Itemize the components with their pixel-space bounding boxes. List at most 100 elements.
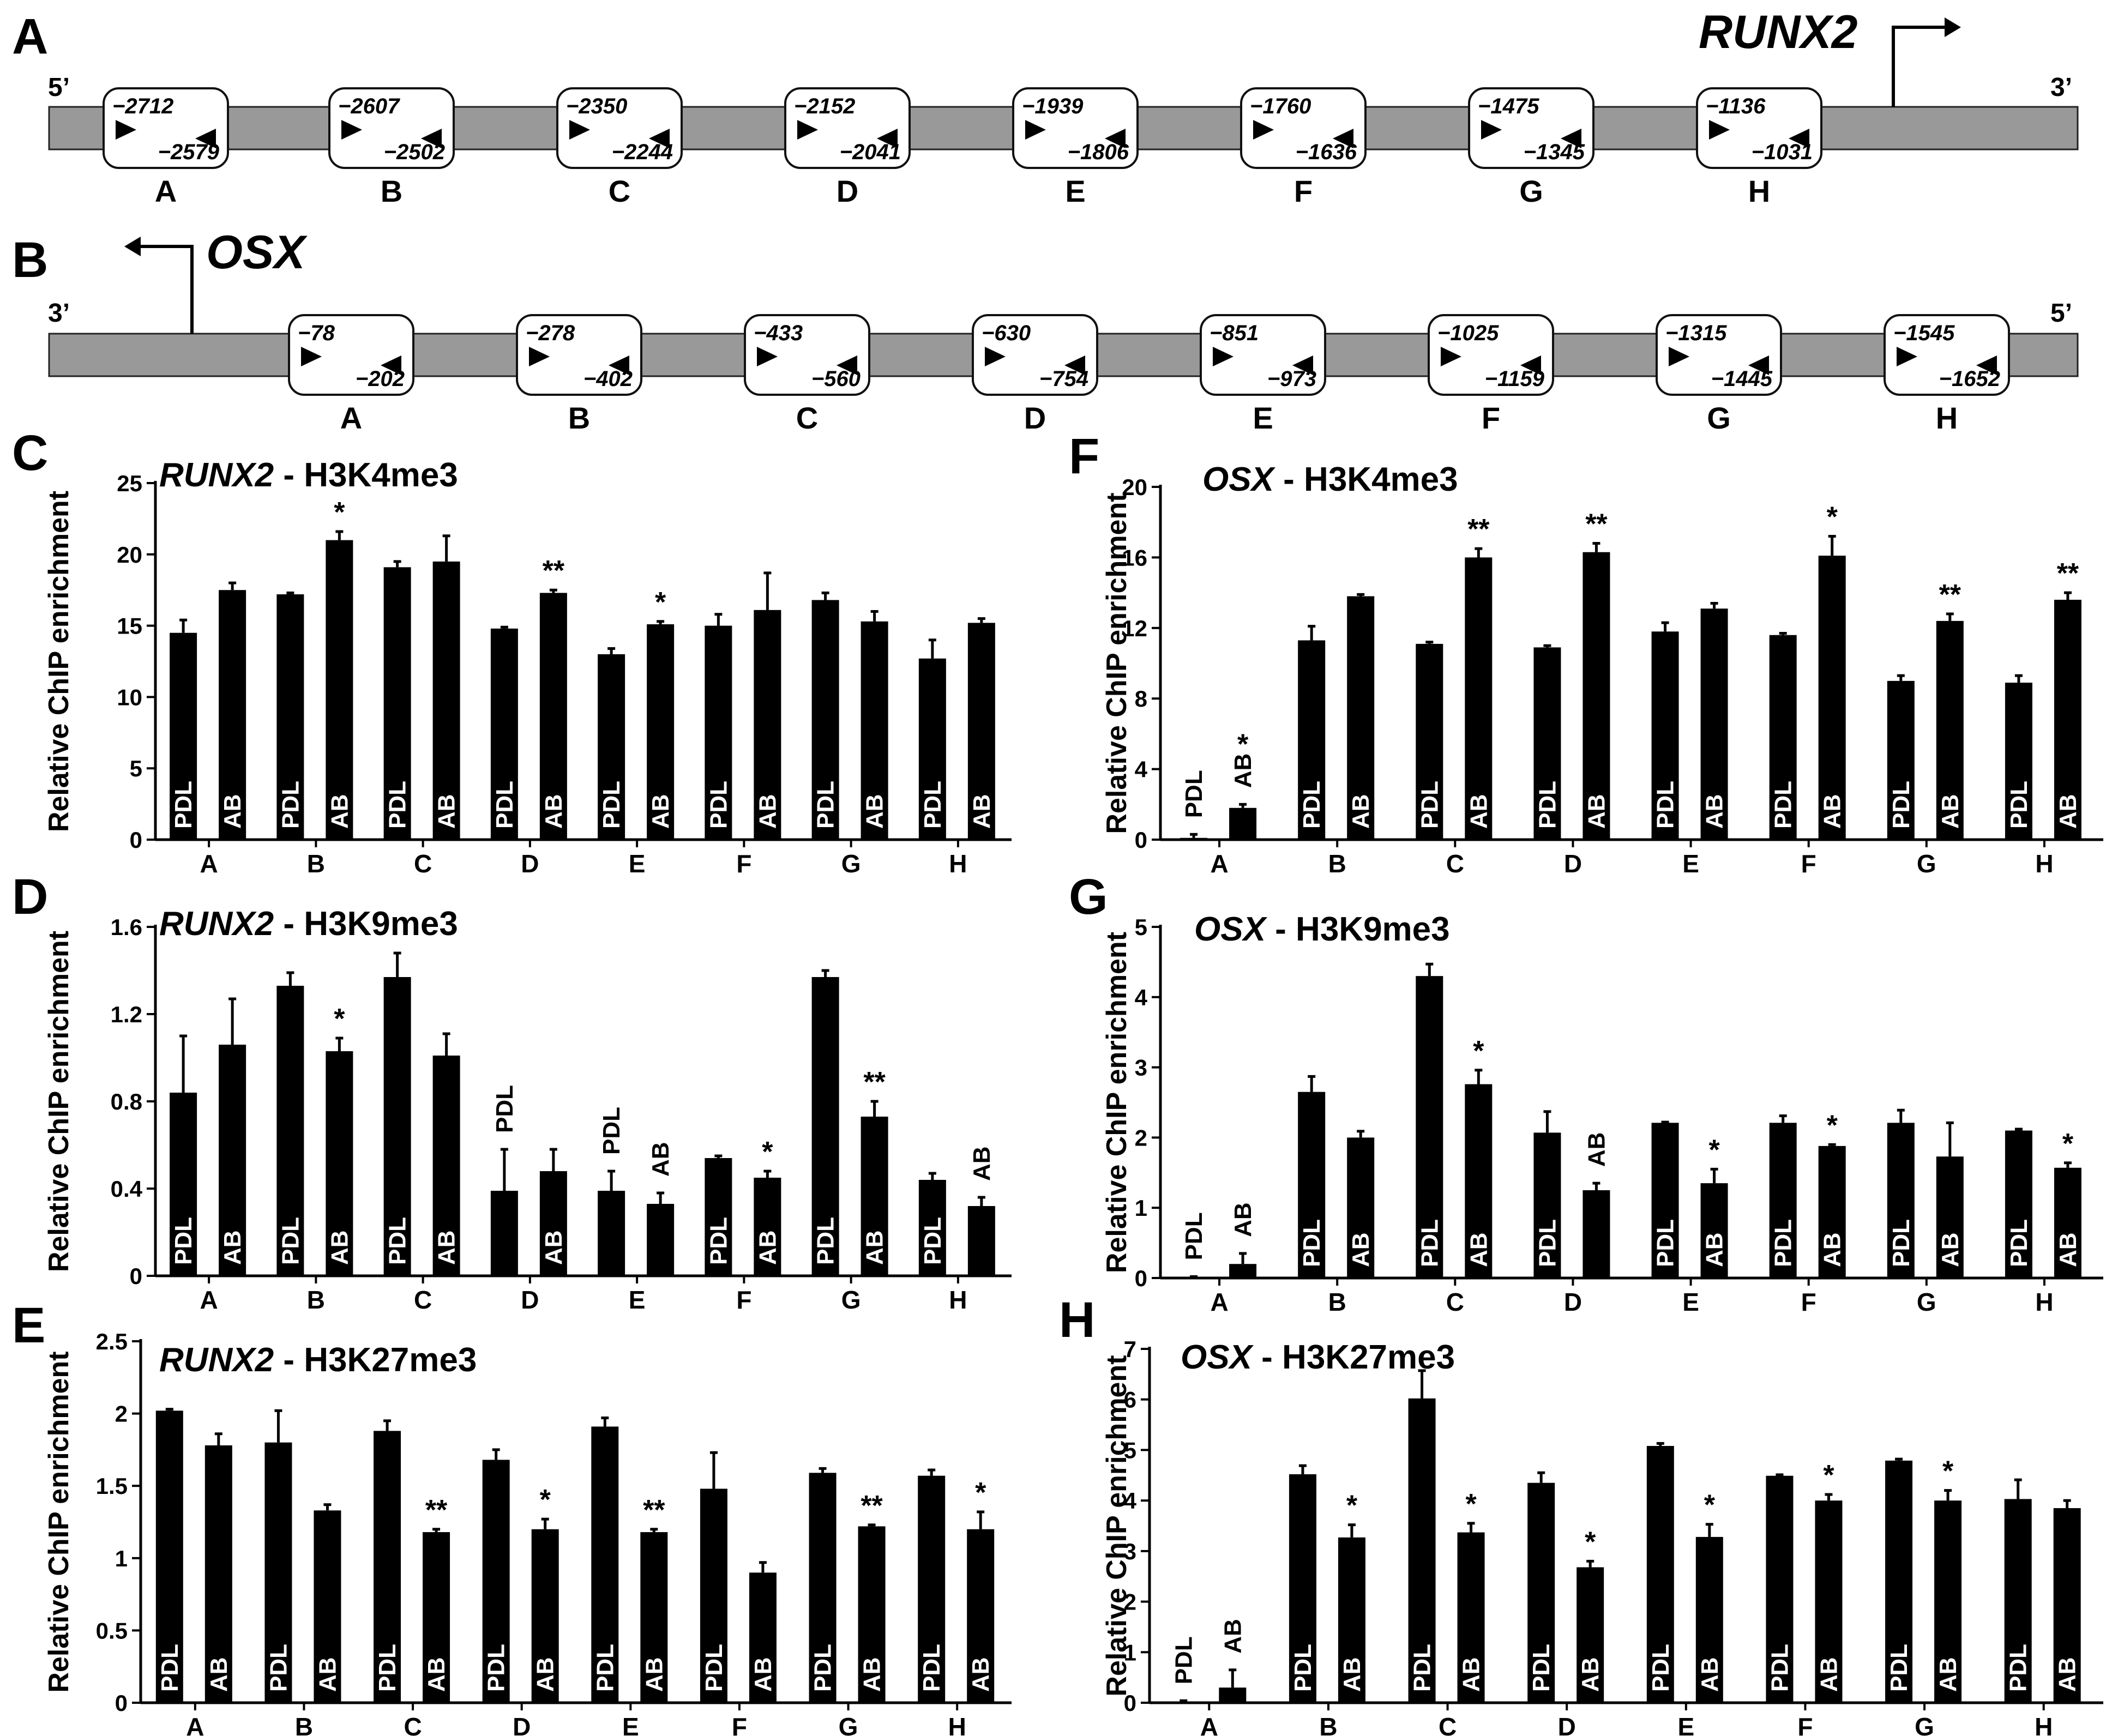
- significance-marker: *: [655, 587, 666, 618]
- primer-box-frame: [784, 87, 911, 169]
- panel-letter: B: [12, 232, 48, 288]
- forward-primer-arrow-icon: [1253, 120, 1274, 140]
- bar-group-pdl: PDL: [700, 1451, 727, 1703]
- bar-pdl: [482, 1460, 510, 1703]
- title-mark: H3K4me3: [1304, 461, 1458, 498]
- bar-group-pdl: PDL: [1298, 1075, 1326, 1278]
- series-label: AB: [1339, 1657, 1365, 1692]
- bar-ab: [861, 621, 888, 840]
- series-label: AB: [2055, 794, 2081, 829]
- bar-ab: [1219, 1687, 1247, 1703]
- forward-primer-position: −630: [982, 321, 1031, 345]
- series-label: AB: [1701, 1232, 1728, 1267]
- bar-group-pdl: PDL: [383, 951, 411, 1276]
- y-tick-label: 4: [1135, 757, 1148, 782]
- series-label: AB: [1819, 794, 1846, 829]
- bar-pdl: [170, 1093, 197, 1276]
- promoter-schematic-runx2: A5’ 3’RUNX2−2712−2579A−2607−2502B−2350−22…: [12, 6, 2079, 208]
- bar-pdl: [918, 1475, 946, 1703]
- bar-group-ab: AB **: [423, 1494, 450, 1703]
- x-tick-label: F: [1797, 1713, 1813, 1736]
- bar-group-ab: AB **: [861, 1066, 888, 1276]
- series-label: PDL: [170, 1217, 197, 1265]
- y-tick-label: 5: [130, 756, 142, 781]
- region-label: C: [796, 401, 818, 435]
- chart-title: OSX - H3K9me3: [1194, 911, 1450, 948]
- bar-group-ab: AB: [2053, 1499, 2081, 1703]
- title-mark: H3K9me3: [304, 905, 458, 943]
- bar-ab: [967, 1206, 995, 1276]
- region-label: B: [381, 174, 402, 208]
- x-tick-label: D: [521, 849, 539, 878]
- forward-primer-position: −78: [298, 321, 335, 345]
- series-label: AB: [1815, 1657, 1842, 1692]
- x-tick-label: C: [414, 1286, 432, 1314]
- primer-box-frame: [744, 314, 870, 396]
- forward-primer-position: −1025: [1437, 321, 1499, 345]
- bar-group-pdl: PDL: [1170, 1636, 1198, 1703]
- title-mark: H3K4me3: [304, 456, 458, 494]
- bar-ab: [647, 624, 675, 840]
- series-label: AB: [1458, 1657, 1485, 1692]
- primer-box-frame: [288, 314, 414, 396]
- bar-group-ab: AB *: [2054, 1128, 2081, 1278]
- significance-marker: **: [1939, 579, 1961, 611]
- bar-pdl: [1180, 837, 1208, 840]
- y-tick-label: 2: [1135, 1125, 1147, 1150]
- promoter-schematic-osx: B3’ 5’OSX−78−202A−278−402B−433−560C−630−7…: [12, 226, 2079, 435]
- bar-group-ab: AB: [432, 534, 460, 840]
- significance-marker: **: [1585, 509, 1608, 540]
- bar-pdl: [490, 628, 518, 840]
- bar-group-ab: AB: [647, 1142, 675, 1276]
- panel-letter: E: [12, 1298, 45, 1353]
- bar-ab: [2054, 1167, 2081, 1278]
- bar-pdl: [1527, 1482, 1555, 1703]
- significance-marker: *: [1465, 1488, 1477, 1520]
- bar-group-pdl: PDL: [490, 1085, 518, 1276]
- significance-marker: *: [2062, 1128, 2074, 1160]
- region-label: C: [609, 174, 630, 208]
- bar-ab: [204, 1445, 232, 1703]
- x-tick-label: D: [513, 1713, 531, 1736]
- bar-ab: [754, 610, 781, 840]
- bar-pdl: [1289, 1474, 1316, 1703]
- series-label: PDL: [1886, 1644, 1912, 1692]
- bar-ab: [1583, 552, 1610, 840]
- reverse-primer-arrow-icon: [1064, 355, 1085, 375]
- x-tick-label: A: [1210, 1288, 1228, 1316]
- x-tick-label: A: [186, 1713, 204, 1736]
- tss-arrow-icon: [1892, 26, 1948, 107]
- gene-name: RUNX2: [1699, 6, 1858, 58]
- region-label: E: [1065, 174, 1085, 208]
- bar-ab: [314, 1510, 341, 1703]
- five-three-end-label-left: 5’: [48, 73, 70, 102]
- bar-group-ab: AB *: [326, 497, 353, 840]
- title-mark: H3K27me3: [304, 1341, 477, 1379]
- bar-group-pdl: PDL: [591, 1416, 619, 1703]
- bar-ab: [326, 1051, 353, 1276]
- series-label: AB: [967, 1657, 994, 1692]
- y-tick-label: 0.4: [111, 1176, 143, 1202]
- y-axis-label: Relative ChIP enrichment: [43, 491, 75, 832]
- bar-group-ab: AB: [1347, 593, 1375, 840]
- chart-osx-h3k27me3: H OSX - H3K27me3 Relative ChIP enrichment0…: [1059, 1292, 2103, 1736]
- y-tick-label: 1: [1135, 1195, 1147, 1221]
- x-tick-label: A: [1210, 849, 1228, 878]
- reverse-primer-arrow-icon: [1748, 355, 1769, 375]
- primer-box-frame: [1240, 87, 1367, 169]
- series-label: AB: [1701, 794, 1728, 829]
- bar-group-ab: AB *: [1934, 1456, 1962, 1703]
- significance-marker: *: [1708, 1134, 1720, 1166]
- bar-pdl: [1769, 1123, 1797, 1278]
- title-gene: OSX: [1194, 911, 1268, 948]
- x-tick-label: F: [736, 1286, 751, 1314]
- bar-ab: [1700, 1183, 1728, 1278]
- title-gene: RUNX2: [159, 456, 274, 494]
- bar-group-pdl: PDL: [598, 1107, 625, 1276]
